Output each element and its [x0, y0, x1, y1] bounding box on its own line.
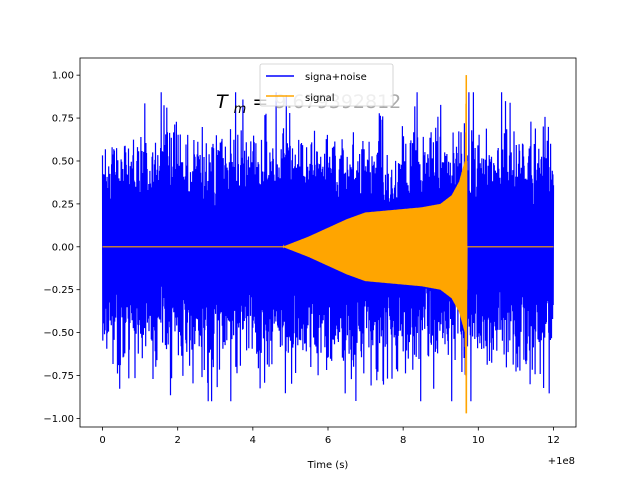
tm-subscript: m: [234, 102, 247, 117]
y-tick-label: 1.00: [52, 71, 74, 82]
x-axis-label: Time (s): [307, 460, 349, 471]
x-tick-label: 10: [472, 435, 485, 446]
series-signal: [102, 75, 554, 414]
y-tick-label: −0.50: [43, 328, 74, 339]
y-tick-label: −0.75: [43, 371, 74, 382]
x-tick-label: 8: [400, 435, 406, 446]
ticks: 0 2 4 6 8 10 12 1.00 0.75 0.50 0.25 0.00 −0.25 −0.50 −…: [43, 71, 559, 446]
y-tick-label: 0.25: [52, 199, 74, 210]
x-tick-label: 6: [325, 435, 331, 446]
x-tick-label: 0: [99, 435, 105, 446]
y-tick-label: 0.75: [52, 114, 74, 125]
legend: signa+noise signal: [259, 63, 394, 107]
x-tick-label: 2: [175, 435, 181, 446]
tm-symbol: T: [216, 91, 229, 113]
plot-area: [101, 75, 555, 414]
legend-label-signal: signal: [305, 93, 335, 104]
series-signa-noise: [101, 92, 555, 402]
y-tick-label: −0.25: [43, 285, 74, 296]
y-tick-label: 0.00: [52, 242, 74, 253]
x-offset-label: +1e8: [548, 456, 575, 467]
x-tick-label: 4: [250, 435, 256, 446]
x-tick-label: 12: [547, 435, 560, 446]
y-tick-label: 0.50: [52, 156, 74, 167]
legend-label-signa-noise: signa+noise: [305, 72, 367, 83]
y-tick-label: −1.00: [43, 414, 74, 425]
